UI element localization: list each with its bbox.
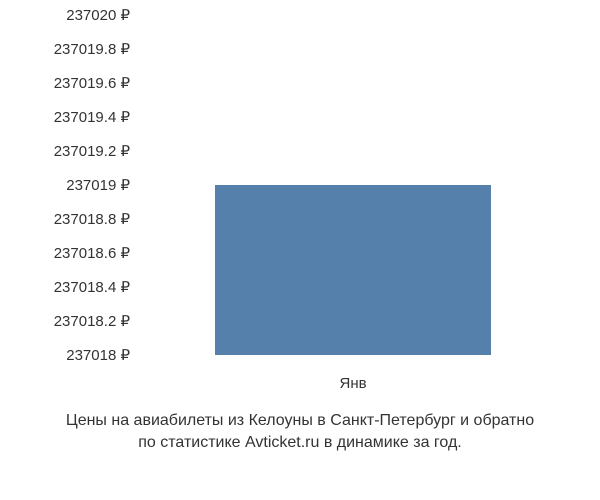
y-tick: 237018.4 ₽	[10, 278, 130, 296]
y-tick: 237018.8 ₽	[10, 210, 130, 228]
y-tick: 237018 ₽	[10, 346, 130, 364]
y-tick: 237019.2 ₽	[10, 142, 130, 160]
y-tick: 237019 ₽	[10, 176, 130, 194]
bar-jan	[215, 185, 491, 355]
y-tick: 237018.2 ₽	[10, 312, 130, 330]
y-tick: 237019.8 ₽	[10, 40, 130, 58]
y-tick: 237019.6 ₽	[10, 74, 130, 92]
y-tick: 237019.4 ₽	[10, 108, 130, 126]
x-label: Янв	[340, 375, 367, 392]
y-tick: 237020 ₽	[10, 6, 130, 24]
price-chart: 237020 ₽ 237019.8 ₽ 237019.6 ₽ 237019.4 …	[10, 15, 590, 355]
y-tick: 237018.6 ₽	[10, 244, 130, 262]
chart-caption-line1: Цены на авиабилеты из Келоуны в Санкт-Пе…	[0, 410, 600, 432]
plot-area: Янв	[135, 15, 580, 355]
y-axis: 237020 ₽ 237019.8 ₽ 237019.6 ₽ 237019.4 …	[10, 15, 130, 355]
chart-caption-line2: по статистике Avticket.ru в динамике за …	[0, 432, 600, 454]
